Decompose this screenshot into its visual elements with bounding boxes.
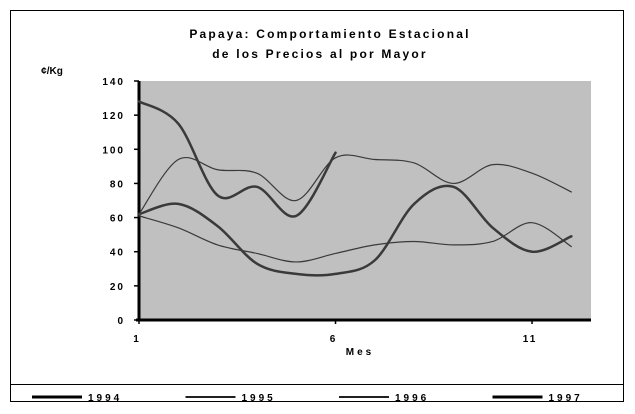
- y-tick-label: 140: [102, 77, 125, 88]
- legend-label-1994: 1994: [88, 393, 122, 404]
- y-tick-label: 80: [110, 179, 125, 190]
- legend-label-1995: 1995: [242, 393, 276, 404]
- legend-svg: 1994 1995 1996 1997: [32, 393, 583, 404]
- legend: 1994 1995 1996 1997: [10, 384, 624, 408]
- y-axis-ticks: 0 20 40 60 80 100 120 140: [102, 77, 139, 327]
- legend-label-1996: 1996: [395, 393, 429, 404]
- y-tick-label: 60: [110, 214, 125, 225]
- y-axis-label: ¢/Kg: [41, 66, 63, 77]
- x-tick-label: 6: [330, 334, 338, 345]
- plot-area: [139, 81, 591, 319]
- chart-title-line-2: de los Precios al por Mayor: [212, 47, 427, 61]
- chart-title-line-1: Papaya: Comportamiento Estacional: [189, 27, 470, 41]
- x-axis-label: Mes: [346, 347, 374, 358]
- series-layer: [137, 100, 573, 277]
- series-line-1995: [138, 154, 572, 215]
- series-line-1996: [138, 215, 572, 263]
- x-tick-label: 11: [523, 334, 538, 345]
- y-tick-label: 100: [102, 145, 125, 156]
- series-line-1994: [137, 100, 337, 218]
- y-tick-label: 0: [117, 316, 125, 327]
- y-tick-label: 40: [110, 248, 125, 259]
- series-line-1997: [137, 184, 573, 277]
- y-tick-label: 120: [102, 111, 125, 122]
- legend-label-1997: 1997: [549, 393, 583, 404]
- x-tick-label: 1: [133, 334, 141, 345]
- y-tick-label: 20: [110, 282, 125, 293]
- x-axis-ticks: 1 6 11: [133, 320, 538, 345]
